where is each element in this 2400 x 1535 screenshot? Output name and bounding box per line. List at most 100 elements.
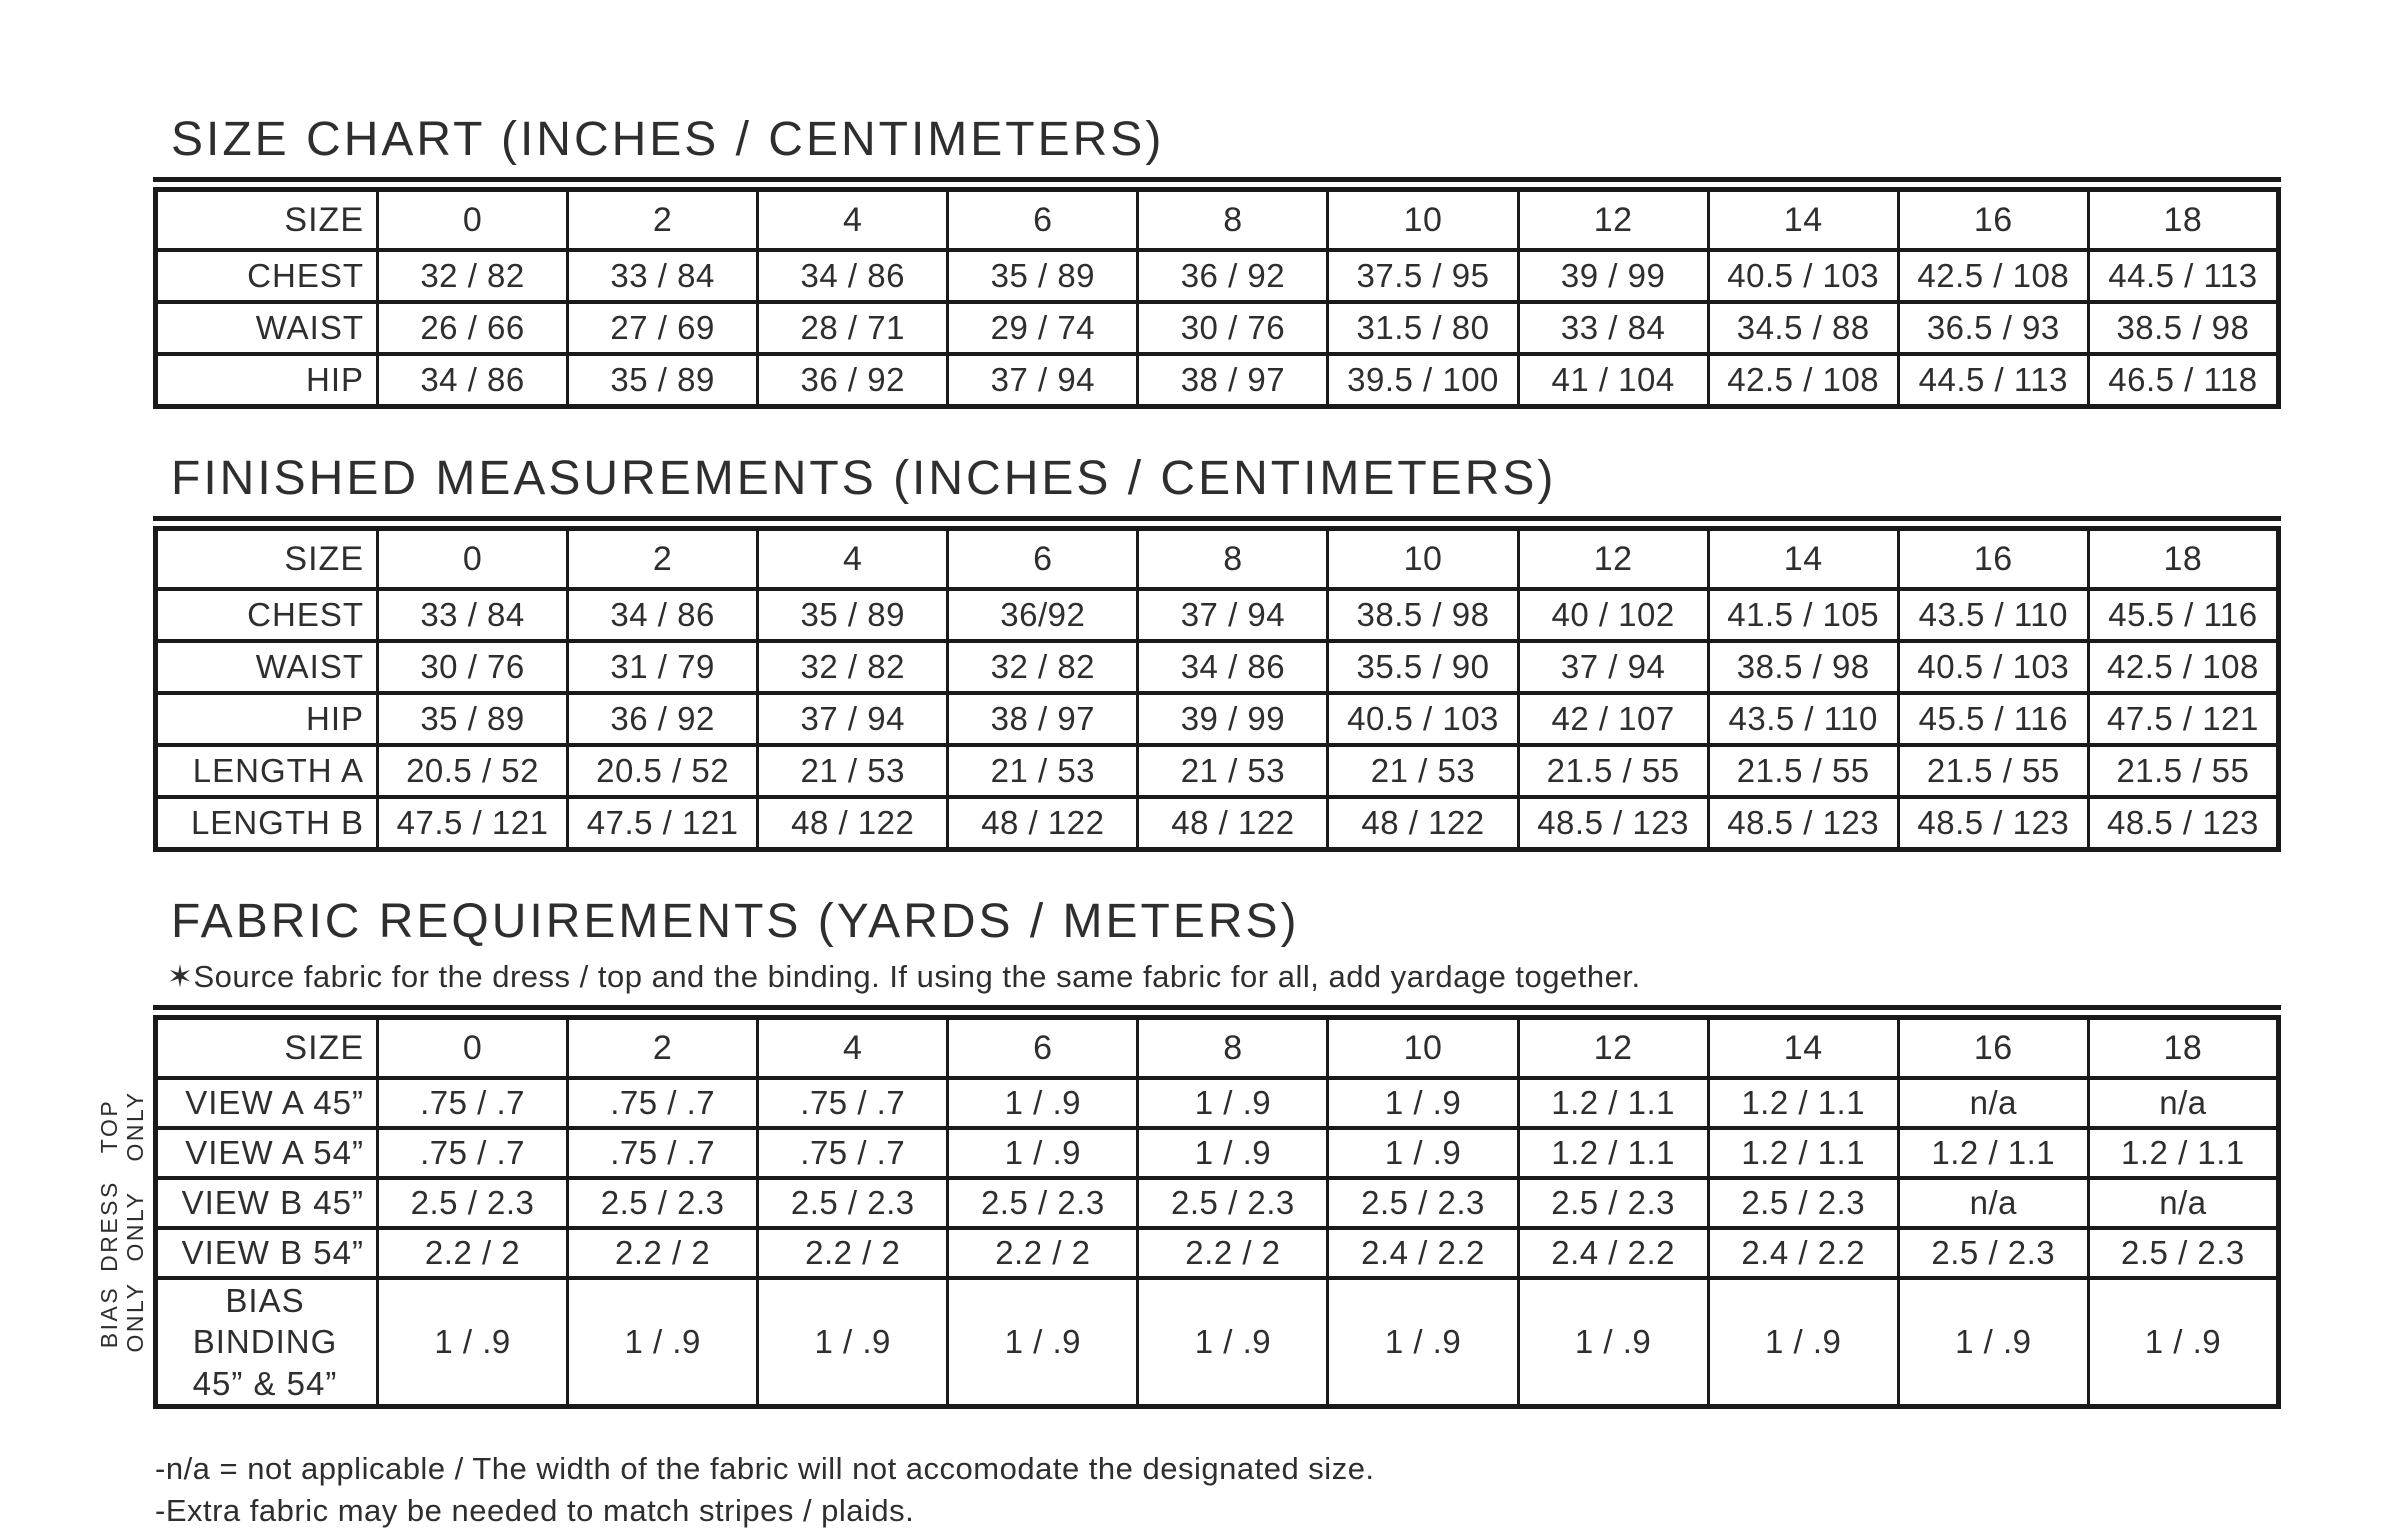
corner-label: SIZE [154,1015,379,1080]
value-cell: n/a [2086,1076,2281,1130]
value-cell: 1.2 / 1.1 [1706,1076,1900,1130]
value-cell: 1 / .9 [375,1275,570,1409]
value-cell: 2.5 / 2.3 [1516,1176,1710,1230]
fabric-requirements-section: FABRIC REQUIREMENTS (YARDS / METERS) ✶So… [96,894,2281,1409]
value-cell: 39 / 99 [1136,691,1330,747]
size-column-header: 16 [1896,1015,2090,1080]
value-cell: 43.5 / 110 [1896,587,2090,643]
value-cell: 38 / 97 [1136,352,1330,409]
size-column-header: 8 [1136,1015,1330,1080]
value-cell: .75 / .7 [756,1076,950,1130]
value-cell: 47.5 / 121 [2086,691,2281,747]
value-cell: 38.5 / 98 [1326,587,1520,643]
finished-measurements-table: SIZE 0 2 4 6 8 10 12 14 16 18 CHEST 33 / 84 34 / 86 35… [153,526,2281,852]
size-chart-table: SIZE 0 2 4 6 8 10 12 14 16 18 CHEST 32 / 82 33 / 84 34… [153,187,2281,409]
value-cell: 32 / 82 [756,639,950,695]
size-column-header: 2 [566,1015,760,1080]
value-cell: 42.5 / 108 [2086,639,2281,695]
value-cell: 2.4 / 2.2 [1516,1226,1710,1280]
value-cell: 1 / .9 [756,1275,950,1409]
size-column-header: 8 [1136,187,1330,252]
size-column-header: 16 [1896,187,2090,252]
fabric-requirements-table: SIZE 0 2 4 6 8 10 12 14 16 18 VIEW A 45” .75 / .7.75… [153,1015,2281,1409]
table-row: VIEW A 54” .75 / .7.75 / .7.75 / .7 1 / .9… [154,1126,2281,1180]
value-cell: 34 / 86 [566,587,760,643]
value-cell: 1 / .9 [1136,1275,1330,1409]
size-column-header: 14 [1706,187,1900,252]
value-cell: 2.5 / 2.3 [756,1176,950,1230]
value-cell: 34 / 86 [375,352,570,409]
value-cell: 48 / 122 [756,795,950,852]
size-header-row: SIZE 0 2 4 6 8 10 12 14 16 18 [154,526,2281,591]
value-cell: 1 / .9 [1896,1275,2090,1409]
size-column-header: 12 [1516,1015,1710,1080]
size-column-header: 10 [1326,1015,1520,1080]
value-cell: .75 / .7 [566,1076,760,1130]
value-cell: 2.2 / 2 [1136,1226,1330,1280]
table-row: WAIST 26 / 66 27 / 69 28 / 71 29 / 74 30 / 76… [154,300,2281,356]
table-row: LENGTH A 20.5 / 52 20.5 / 52 21 / 53 21 / 53… [154,743,2281,799]
value-cell: 2.5 / 2.3 [566,1176,760,1230]
value-cell: 20.5 / 52 [375,743,570,799]
value-cell: 44.5 / 113 [2086,248,2281,304]
divider-rule [153,516,2281,521]
value-cell: 48 / 122 [1136,795,1330,852]
row-label: CHEST [154,587,379,643]
size-column-header: 6 [946,187,1140,252]
value-cell: 2.5 / 2.3 [946,1176,1140,1230]
table-row: HIP 35 / 89 36 / 92 37 / 94 38 / 97 39 / 99 40… [154,691,2281,747]
value-cell: 2.2 / 2 [375,1226,570,1280]
row-label: HIP [154,352,379,409]
value-cell: 44.5 / 113 [1896,352,2090,409]
footnotes: -n/a = not applicable / The width of the… [155,1451,2281,1529]
value-cell: 1 / .9 [1136,1126,1330,1180]
value-cell: 1 / .9 [1136,1076,1330,1130]
value-cell: 1 / .9 [1516,1275,1710,1409]
value-cell: 38 / 97 [946,691,1140,747]
size-chart-title: SIZE CHART (INCHES / CENTIMETERS) [171,113,1165,166]
value-cell: 21 / 53 [1326,743,1520,799]
value-cell: 38.5 / 98 [1706,639,1900,695]
size-column-header: 0 [375,1015,570,1080]
size-column-header: 10 [1326,526,1520,591]
row-label: VIEW A 45” [154,1076,379,1130]
row-label: VIEW B 54” [154,1226,379,1280]
value-cell: 2.5 / 2.3 [375,1176,570,1230]
value-cell: 35.5 / 90 [1326,639,1520,695]
size-column-header: 12 [1516,187,1710,252]
value-cell: 36 / 92 [1136,248,1330,304]
fabric-source-note: ✶Source fabric for the dress / top and t… [167,959,1641,994]
value-cell: 21 / 53 [756,743,950,799]
value-cell: 2.5 / 2.3 [1896,1226,2090,1280]
row-label: WAIST [154,300,379,356]
row-label: CHEST [154,248,379,304]
value-cell: 48 / 122 [1326,795,1520,852]
size-column-header: 6 [946,1015,1140,1080]
value-cell: 46.5 / 118 [2086,352,2281,409]
size-column-header: 12 [1516,526,1710,591]
row-label: HIP [154,691,379,747]
value-cell: 1 / .9 [1326,1275,1520,1409]
value-cell: 32 / 82 [946,639,1140,695]
table-row: BIAS BINDING 45” & 54” 1 / .9 1 / .9 1 / .9 1… [154,1275,2281,1409]
value-cell: 48.5 / 123 [1706,795,1900,852]
value-cell: 40.5 / 103 [1326,691,1520,747]
value-cell: 35 / 89 [375,691,570,747]
value-cell: 39.5 / 100 [1326,352,1520,409]
value-cell: 1 / .9 [1326,1126,1520,1180]
value-cell: n/a [1896,1176,2090,1230]
value-cell: 26 / 66 [375,300,570,356]
footnote-extra-fabric: -Extra fabric may be needed to match str… [155,1492,915,1528]
value-cell: 42.5 / 108 [1706,352,1900,409]
size-column-header: 18 [2086,1015,2281,1080]
value-cell: 30 / 76 [1136,300,1330,356]
value-cell: 1.2 / 1.1 [1516,1126,1710,1180]
value-cell: 45.5 / 116 [2086,587,2281,643]
row-label: LENGTH A [154,743,379,799]
finished-measurements-title: FINISHED MEASUREMENTS (INCHES / CENTIMET… [171,452,1557,505]
value-cell: 28 / 71 [756,300,950,356]
size-chart-table-wrap: SIZE 0 2 4 6 8 10 12 14 16 18 CHEST 32 / 82 33 / 84 34… [153,177,2281,409]
value-cell: 2.2 / 2 [566,1226,760,1280]
size-column-header: 0 [375,187,570,252]
value-cell: 2.5 / 2.3 [1136,1176,1330,1230]
